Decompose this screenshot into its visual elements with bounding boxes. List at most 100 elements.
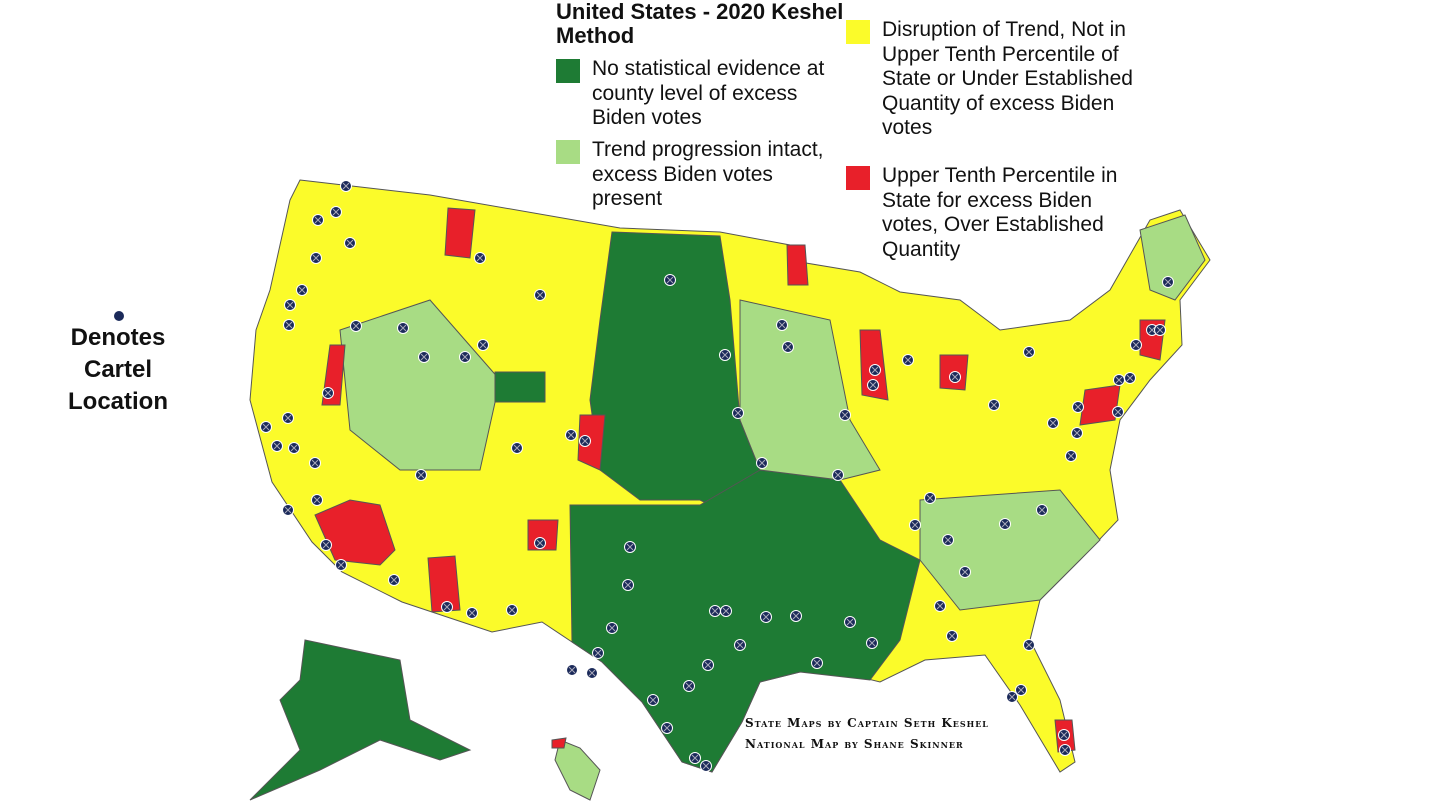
- marker-cross: [1060, 731, 1068, 739]
- legend-label: Upper Tenth Percentile in State for exce…: [882, 164, 1118, 261]
- cartel-marker: [350, 320, 362, 332]
- marker-cross: [702, 762, 710, 770]
- red-az: [427, 555, 461, 613]
- cartel-marker: [459, 351, 471, 363]
- cartel-marker: [811, 657, 823, 669]
- se-lightgreen: [919, 489, 1101, 611]
- cartel-marker: [867, 379, 879, 391]
- marker-cross: [685, 682, 693, 690]
- marker-cross: [608, 624, 616, 632]
- marker-cross: [312, 254, 320, 262]
- cartel-marker: [312, 214, 324, 226]
- marker-cross: [513, 444, 521, 452]
- marker-cross: [588, 669, 596, 677]
- marker-cross: [420, 353, 428, 361]
- marker-cross: [311, 459, 319, 467]
- marker-cross: [594, 649, 602, 657]
- cartel-marker: [309, 457, 321, 469]
- marker-cross: [443, 603, 451, 611]
- cartel-marker: [388, 574, 400, 586]
- cartel-marker: [844, 616, 856, 628]
- cartel-marker: [566, 664, 578, 676]
- cartel-marker: [839, 409, 851, 421]
- marker-cross: [666, 276, 674, 284]
- cartel-marker: [782, 341, 794, 353]
- marker-cross: [926, 494, 934, 502]
- cartel-marker: [284, 299, 296, 311]
- cartel-marker: [330, 206, 342, 218]
- marker-cross: [324, 389, 332, 397]
- cartel-marker: [756, 457, 768, 469]
- wyoming-green: [494, 371, 546, 403]
- cartel-marker: [1059, 744, 1071, 756]
- marker-cross: [758, 459, 766, 467]
- red-id: [444, 207, 476, 259]
- marker-cross: [536, 539, 544, 547]
- marker-cross: [841, 411, 849, 419]
- cartel-marker: [288, 442, 300, 454]
- cartel-marker: [260, 421, 272, 433]
- marker-cross: [944, 536, 952, 544]
- cartel-marker: [1130, 339, 1142, 351]
- cartel-marker: [592, 647, 604, 659]
- cartel-marker: [902, 354, 914, 366]
- legend-swatch: [846, 166, 870, 190]
- marker-cross: [721, 351, 729, 359]
- marker-cross: [1114, 408, 1122, 416]
- marker-cross: [337, 561, 345, 569]
- midwest-lightgreen: [739, 299, 881, 481]
- marker-cross: [1049, 419, 1057, 427]
- cartel-marker: [719, 349, 731, 361]
- marker-cross: [399, 324, 407, 332]
- marker-cross: [626, 543, 634, 551]
- cartel-marker: [924, 492, 936, 504]
- marker-cross: [313, 496, 321, 504]
- marker-cross: [568, 666, 576, 674]
- cartel-marker: [1113, 374, 1125, 386]
- cartel-marker: [732, 407, 744, 419]
- cartel-marker: [1124, 372, 1136, 384]
- cartel-marker: [474, 252, 486, 264]
- red-co: [577, 414, 606, 471]
- legend-swatch: [846, 20, 870, 44]
- marker-cross: [567, 431, 575, 439]
- cartel-marker: [702, 659, 714, 671]
- red-ne: [1079, 384, 1121, 426]
- cartel-marker: [418, 351, 430, 363]
- cartel-marker: [441, 601, 453, 613]
- cartel-marker: [1006, 691, 1018, 703]
- cartel-marker: [283, 319, 295, 331]
- legend-item: No statistical evidence at county level …: [556, 57, 846, 131]
- cartel-marker: [1036, 504, 1048, 516]
- legend-swatch: [556, 59, 580, 83]
- marker-cross: [711, 607, 719, 615]
- cartel-marker: [1154, 324, 1166, 336]
- marker-cross: [461, 353, 469, 361]
- marker-cross: [784, 343, 792, 351]
- cartel-marker: [866, 637, 878, 649]
- cartel-marker: [477, 339, 489, 351]
- marker-cross: [290, 444, 298, 452]
- marker-cross: [1025, 348, 1033, 356]
- red-ak-hawaii: [551, 737, 567, 749]
- cartel-marker: [1058, 729, 1070, 741]
- cartel-marker: [320, 539, 332, 551]
- cartel-marker: [586, 667, 598, 679]
- cartel-marker: [511, 442, 523, 454]
- credit: State Maps by Captain Seth Keshel: [745, 716, 989, 730]
- marker-cross: [868, 639, 876, 647]
- cartel-marker: [534, 289, 546, 301]
- cartel-marker: [909, 519, 921, 531]
- cartel-marker: [869, 364, 881, 376]
- cartel-marker: [622, 579, 634, 591]
- cartel-marker: [579, 435, 591, 447]
- marker-cross: [298, 286, 306, 294]
- cartel-marker: [311, 494, 323, 506]
- marker-cross: [904, 356, 912, 364]
- cartel-marker: [664, 274, 676, 286]
- cartel-marker: [506, 604, 518, 616]
- marker-cross: [1017, 686, 1025, 694]
- marker-cross: [663, 724, 671, 732]
- cartel-marker: [934, 600, 946, 612]
- cartel-marker: [709, 605, 721, 617]
